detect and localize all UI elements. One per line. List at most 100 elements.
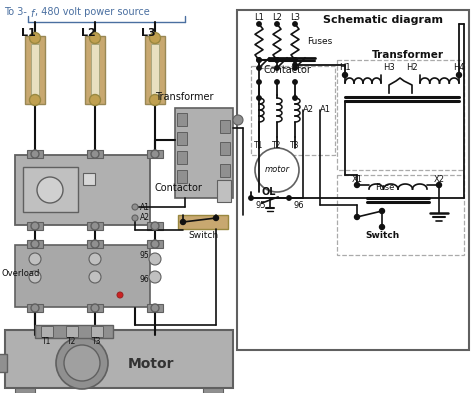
- Circle shape: [275, 58, 279, 62]
- Bar: [147, 150, 163, 158]
- Circle shape: [31, 240, 39, 248]
- Text: 96: 96: [140, 275, 150, 285]
- Text: L2: L2: [272, 13, 282, 22]
- Circle shape: [233, 115, 243, 125]
- Bar: [27, 222, 43, 230]
- Circle shape: [275, 66, 279, 70]
- Bar: [177, 170, 187, 183]
- Bar: [27, 240, 43, 248]
- Bar: [177, 151, 187, 164]
- Text: Switch: Switch: [188, 231, 218, 239]
- Circle shape: [64, 345, 100, 381]
- Circle shape: [437, 182, 441, 187]
- Text: H2: H2: [406, 62, 418, 72]
- Text: A1: A1: [140, 202, 150, 211]
- Text: T3: T3: [92, 338, 102, 347]
- Text: A2: A2: [140, 213, 150, 222]
- Circle shape: [56, 337, 108, 389]
- Text: Overload: Overload: [2, 268, 40, 277]
- Text: Switch: Switch: [365, 231, 399, 239]
- Text: T1: T1: [42, 338, 52, 347]
- Circle shape: [380, 224, 384, 230]
- Circle shape: [287, 196, 291, 200]
- Bar: [83, 173, 95, 185]
- Text: To 3-: To 3-: [4, 7, 27, 17]
- Circle shape: [29, 94, 40, 105]
- Text: T1: T1: [255, 141, 264, 149]
- Circle shape: [117, 292, 123, 298]
- Bar: [15, 388, 35, 393]
- Text: Contactor: Contactor: [264, 65, 312, 75]
- Circle shape: [90, 94, 100, 105]
- Bar: [147, 222, 163, 230]
- Circle shape: [31, 150, 39, 158]
- Text: H4: H4: [453, 62, 465, 72]
- Circle shape: [293, 58, 297, 62]
- Circle shape: [91, 150, 99, 158]
- Text: A1: A1: [320, 105, 331, 114]
- Circle shape: [293, 22, 297, 26]
- Bar: [217, 180, 231, 202]
- Circle shape: [132, 204, 138, 210]
- Circle shape: [257, 58, 261, 62]
- Text: Contactor: Contactor: [155, 183, 203, 193]
- Bar: [220, 142, 230, 155]
- Bar: [35, 325, 113, 338]
- Bar: [27, 150, 43, 158]
- Circle shape: [257, 96, 261, 100]
- Bar: [178, 215, 228, 229]
- Circle shape: [355, 215, 359, 220]
- Circle shape: [89, 253, 101, 265]
- Text: Schematic diagram: Schematic diagram: [323, 15, 443, 25]
- Bar: [220, 164, 230, 177]
- Bar: [220, 120, 230, 133]
- Circle shape: [151, 222, 159, 230]
- Circle shape: [213, 215, 219, 220]
- Text: A2: A2: [303, 105, 314, 114]
- Circle shape: [257, 66, 261, 70]
- Bar: [5, 330, 233, 388]
- Circle shape: [37, 177, 63, 203]
- Text: X2: X2: [434, 174, 445, 184]
- Circle shape: [151, 240, 159, 248]
- Circle shape: [91, 304, 99, 312]
- Circle shape: [293, 96, 297, 100]
- Circle shape: [149, 271, 161, 283]
- Text: 95: 95: [256, 200, 266, 209]
- Bar: [15, 245, 150, 307]
- Text: 95: 95: [140, 250, 150, 259]
- Circle shape: [181, 220, 185, 224]
- Bar: [87, 240, 103, 248]
- Circle shape: [275, 80, 279, 84]
- Bar: [31, 44, 39, 97]
- Bar: [87, 304, 103, 312]
- Bar: [91, 44, 99, 97]
- Text: T3: T3: [290, 141, 300, 149]
- Text: L3: L3: [290, 13, 300, 22]
- Text: L2: L2: [81, 28, 96, 38]
- Circle shape: [89, 271, 101, 283]
- Circle shape: [257, 58, 261, 62]
- Circle shape: [456, 72, 462, 77]
- Circle shape: [275, 58, 279, 62]
- Bar: [87, 150, 103, 158]
- Circle shape: [132, 215, 138, 221]
- Text: L1: L1: [21, 28, 36, 38]
- Circle shape: [29, 253, 41, 265]
- Circle shape: [293, 58, 297, 62]
- Text: L1: L1: [254, 13, 264, 22]
- Text: H1: H1: [339, 62, 351, 72]
- Text: $f$: $f$: [30, 7, 36, 19]
- Text: Transformer: Transformer: [155, 92, 213, 102]
- Bar: [175, 108, 233, 198]
- Circle shape: [293, 80, 297, 84]
- Text: L3: L3: [141, 28, 155, 38]
- Text: X1: X1: [352, 174, 363, 184]
- Bar: [177, 113, 187, 126]
- Bar: [23, 167, 78, 212]
- Bar: [87, 222, 103, 230]
- Text: H3: H3: [383, 62, 395, 72]
- Circle shape: [249, 196, 253, 200]
- Circle shape: [31, 304, 39, 312]
- Circle shape: [343, 72, 347, 77]
